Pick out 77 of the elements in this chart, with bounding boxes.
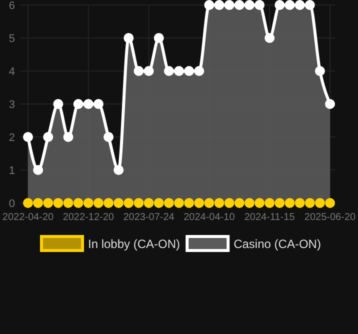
point [264,198,275,208]
point [134,198,144,208]
point [254,0,265,10]
point [224,198,234,208]
point [314,198,325,208]
point [214,198,224,208]
point [204,0,214,10]
point [93,99,104,109]
text: In lobby (CA-ON) [88,237,180,252]
point [43,198,54,208]
point [314,66,325,76]
point [134,66,144,76]
point [144,198,154,208]
point [104,132,114,142]
point [154,33,164,43]
point [194,66,204,76]
y-tick-label: 2 [8,132,15,144]
point [174,66,184,76]
point [53,198,64,208]
point [124,198,134,208]
point [284,0,295,10]
point [23,198,33,208]
x-tick-label: 2022-04-20 [2,212,54,223]
point [294,198,305,208]
point [184,66,194,76]
point [53,99,64,109]
point [194,198,204,208]
point [63,198,74,208]
point [144,66,154,76]
y-tick-label: 6 [8,0,15,12]
point [124,33,134,43]
point [184,198,194,208]
point [83,99,94,109]
point [154,198,164,208]
point [274,0,285,10]
point [93,198,104,208]
point [73,99,84,109]
point [104,198,114,208]
point [204,198,214,208]
point [304,198,315,208]
point [274,198,285,208]
point [304,0,315,10]
x-tick-label: 2024-04-10 [184,212,236,223]
point [174,198,184,208]
point [83,198,94,208]
point [214,0,224,10]
point [224,0,234,10]
y-tick-label: 0 [8,198,15,210]
point [294,0,305,10]
y-tick-label: 4 [8,66,15,78]
point [164,66,174,76]
point [43,132,54,142]
y-tick-label: 3 [8,98,15,111]
x-tick-label: 2025-06-20 [304,212,356,223]
point [63,132,74,142]
point [234,0,244,10]
x-tick-label: 2022-12-20 [62,212,114,223]
point [33,165,44,175]
x-tick-label: 2023-07-24 [123,212,175,223]
point [114,198,124,208]
y-tick-label: 5 [8,32,15,45]
point [244,0,254,10]
point [325,99,335,109]
point [325,198,335,208]
point [234,198,244,208]
point [254,198,265,208]
y-tick-label: 1 [8,164,15,177]
point [244,198,254,208]
legend-label: Casino (CA-ON) [234,237,321,252]
point [33,198,44,208]
point [164,198,174,208]
point [284,198,295,208]
point [264,33,275,43]
point [114,165,124,175]
point [23,132,33,142]
x-tick-label: 2024-11-15 [244,212,296,223]
point [73,198,84,208]
